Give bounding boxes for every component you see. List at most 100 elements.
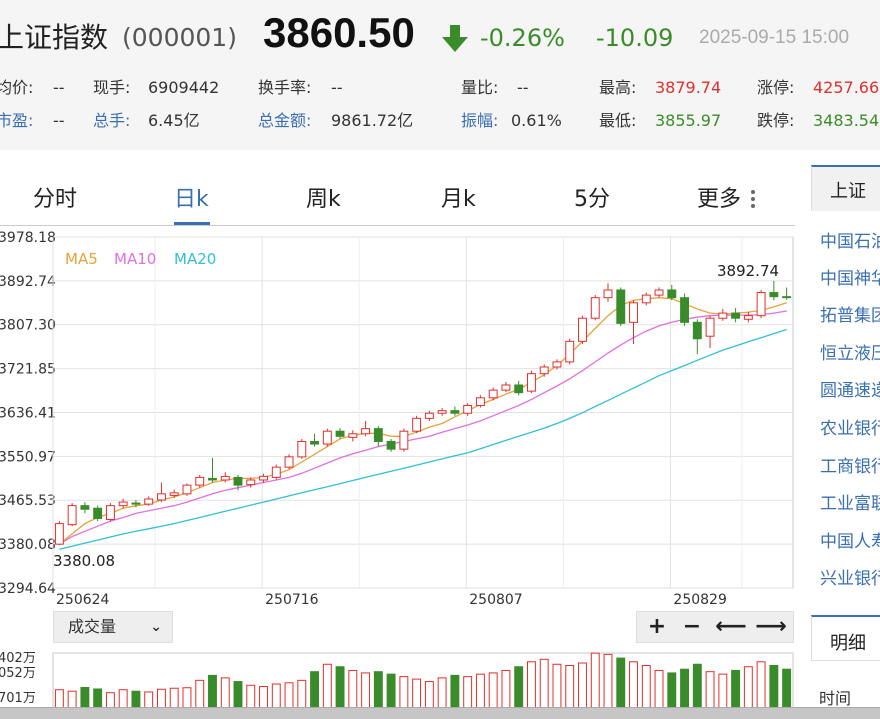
change-value: -10.09 xyxy=(596,24,674,52)
min-price-label: 3380.08 xyxy=(53,552,115,570)
stock-link[interactable]: 圆通速递 xyxy=(820,381,880,401)
candle-body xyxy=(208,477,217,481)
ma20-legend: MA20 xyxy=(174,250,216,268)
tab-5min[interactable]: 5分 xyxy=(574,187,610,212)
volume-bar xyxy=(565,664,575,710)
vol-ratio-value: -- xyxy=(517,78,529,97)
candle-body xyxy=(118,501,128,507)
volume-tick-label: 052万 xyxy=(0,666,36,681)
candle-body xyxy=(705,317,715,337)
down-arrow-icon xyxy=(442,25,468,52)
stock-link[interactable]: 拓普集团 xyxy=(820,306,880,326)
pan-right-button[interactable]: ⟶ xyxy=(755,614,787,639)
candle-body xyxy=(718,312,728,319)
volume-bar xyxy=(552,663,562,710)
volume-bar xyxy=(80,687,90,710)
candle-body xyxy=(488,389,498,399)
constituents-panel: 上证 中国石油 中国神华 拓普集团 恒立液压 圆通速递 农业银行 工商银行 工业… xyxy=(811,165,880,719)
volume-bar xyxy=(654,669,664,710)
volume-bar xyxy=(629,661,638,710)
y-tick-label: 3636.41 xyxy=(0,406,56,422)
candle-body xyxy=(361,428,371,435)
stock-link[interactable]: 恒立液压 xyxy=(820,344,880,364)
volume-indicator-select[interactable]: 成交量 ⌄ xyxy=(53,611,173,643)
candle-body xyxy=(616,289,626,324)
volume-bar xyxy=(322,663,332,710)
horizontal-scrollbar[interactable] xyxy=(0,707,880,719)
stock-link[interactable]: 工商银行 xyxy=(820,457,880,477)
y-tick-label: 3721.85 xyxy=(0,362,56,378)
kline-chart[interactable]: 3978.18 3892.74 3807.30 3721.85 3636.41 3550.… xyxy=(0,230,800,610)
volume-bar xyxy=(756,661,766,710)
constituents-title: 上证 xyxy=(830,181,866,202)
stock-link[interactable]: 农业银行 xyxy=(820,419,880,439)
candle-body xyxy=(756,292,766,317)
candle-body xyxy=(514,384,524,394)
volume-bar xyxy=(93,688,103,710)
x-tick-label: 250807 xyxy=(469,592,522,608)
chart-tabs: 分时 日k 周k 月k 5分 更多 xyxy=(0,174,795,226)
volume-bar xyxy=(105,692,115,710)
volume-bar xyxy=(412,678,422,710)
constituents-header: 上证 xyxy=(811,165,880,211)
candle-body xyxy=(603,289,613,299)
candle-body xyxy=(769,292,779,298)
volume-bar xyxy=(373,671,383,710)
limit-up-label: 涨停: xyxy=(757,78,795,97)
ma20-line xyxy=(59,328,787,550)
vol-ratio-label: 量比: xyxy=(461,78,499,97)
candle-body xyxy=(654,289,664,296)
candle-body xyxy=(169,492,179,496)
limit-up-value: 4257.66 xyxy=(813,78,880,97)
candle-body xyxy=(501,384,511,391)
volume-bar xyxy=(271,683,281,710)
limit-down-value: 3483.54 xyxy=(813,111,880,130)
volume-bar xyxy=(578,662,587,710)
candle-body xyxy=(565,340,575,363)
volume-bar xyxy=(692,663,702,710)
stock-link[interactable]: 工业富联 xyxy=(820,494,880,514)
stock-link[interactable]: 兴业银行 xyxy=(820,569,880,589)
volume-bar xyxy=(680,668,690,710)
tab-monthly-k[interactable]: 月k xyxy=(441,187,476,212)
volume-bar xyxy=(233,681,243,710)
volume-bar xyxy=(118,689,128,710)
candle-body xyxy=(322,430,332,445)
candle-body xyxy=(450,410,460,414)
detail-title: 明细 xyxy=(830,633,866,654)
tab-more[interactable]: 更多 xyxy=(697,187,742,212)
tab-weekly-k[interactable]: 周k xyxy=(306,187,341,212)
stock-link[interactable]: 中国石油 xyxy=(820,232,880,252)
volume-bar xyxy=(450,674,460,710)
volume-bar xyxy=(297,679,307,710)
candle-body xyxy=(437,410,447,414)
current-vol-value: 6909442 xyxy=(148,78,220,97)
candle-body xyxy=(590,297,600,319)
zoom-in-button[interactable]: + xyxy=(647,614,667,639)
candle-body xyxy=(692,321,702,340)
tab-intraday[interactable]: 分时 xyxy=(33,187,78,212)
volume-bar xyxy=(731,669,741,710)
volume-bar xyxy=(259,686,268,710)
pan-left-button[interactable]: ⟵ xyxy=(715,614,747,639)
high-value: 3879.74 xyxy=(655,78,722,97)
detail-header[interactable]: 明细 xyxy=(811,615,880,661)
candle-body xyxy=(680,297,690,323)
candle-body xyxy=(80,505,90,510)
volume-bar xyxy=(603,653,613,710)
more-dots-icon[interactable] xyxy=(750,190,756,212)
tab-daily-k[interactable]: 日k xyxy=(174,187,209,212)
low-label: 最低: xyxy=(599,111,637,130)
candle-body xyxy=(373,428,383,442)
zoom-out-button[interactable]: − xyxy=(682,614,702,639)
candle-body xyxy=(641,294,651,304)
low-value: 3855.97 xyxy=(655,111,722,130)
ma10-legend: MA10 xyxy=(114,250,156,268)
stock-link[interactable]: 中国人寿 xyxy=(820,532,880,552)
y-tick-label: 3465.53 xyxy=(0,493,56,509)
volume-bar xyxy=(769,664,779,710)
x-tick-label: 250624 xyxy=(56,592,110,608)
stock-link[interactable]: 中国神华 xyxy=(820,269,880,289)
volume-bar xyxy=(705,671,715,710)
